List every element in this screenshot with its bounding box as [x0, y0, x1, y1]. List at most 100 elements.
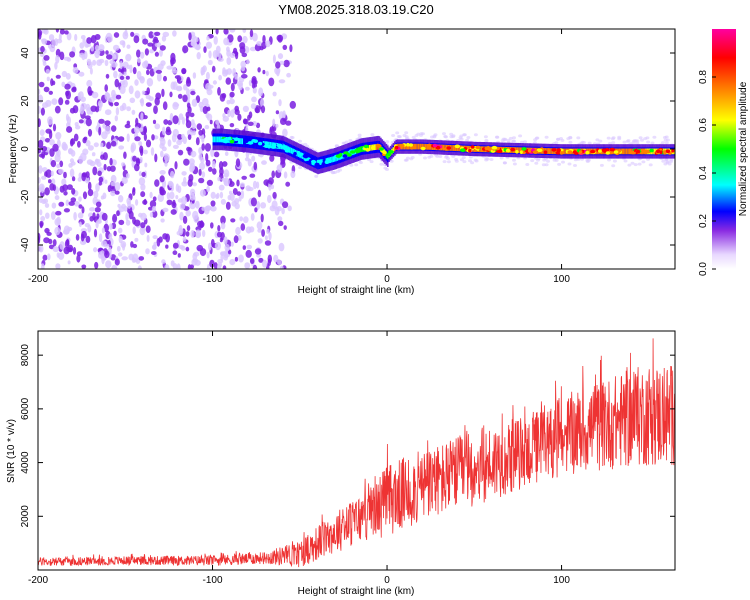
snr-frame	[37, 330, 676, 571]
noise-speckle	[121, 176, 128, 185]
noise-speckle	[73, 201, 80, 207]
noise-speckle	[236, 179, 240, 187]
noise-speckle	[222, 69, 228, 77]
ridge-peak	[219, 138, 226, 143]
noise-speckle	[77, 212, 84, 219]
noise-speckle	[46, 76, 50, 82]
ridge-center	[212, 136, 215, 143]
noise-speckle	[104, 59, 109, 67]
noise-speckle	[224, 172, 229, 178]
noise-speckle	[257, 238, 263, 244]
noise-speckle	[207, 59, 213, 66]
ridge-center	[543, 148, 545, 154]
ridge-center	[240, 138, 242, 145]
noise-speckle	[153, 105, 158, 115]
noise-speckle	[281, 207, 285, 215]
ridge-halo	[635, 141, 640, 145]
noise-speckle	[38, 29, 43, 37]
noise-speckle	[239, 216, 244, 222]
noise-speckle	[101, 212, 108, 221]
ridge-peak	[276, 143, 282, 148]
ridge-halo	[627, 163, 632, 167]
noise-speckle	[118, 219, 125, 226]
ridge-halo	[348, 139, 353, 142]
noise-speckle	[64, 30, 69, 35]
noise-speckle	[87, 224, 92, 233]
noise-speckle	[161, 35, 167, 42]
noise-speckle	[238, 195, 242, 202]
noise-speckle	[123, 151, 127, 159]
noise-speckle	[183, 158, 190, 166]
ridge-peak	[505, 148, 511, 153]
noise-speckle	[170, 81, 176, 90]
colorbar-label: Normalized spectral amplitude	[738, 81, 749, 216]
noise-speckle	[39, 129, 45, 137]
noise-speckle	[172, 101, 179, 110]
noise-speckle	[195, 200, 200, 209]
noise-speckle	[39, 209, 43, 216]
ridge-halo	[652, 135, 657, 139]
ridge-peak	[324, 160, 329, 164]
noise-speckle	[172, 263, 178, 269]
noise-speckle	[235, 158, 241, 168]
noise-speckle	[218, 74, 223, 81]
noise-speckle	[223, 29, 229, 35]
noise-speckle	[139, 76, 145, 84]
ridge-peak	[234, 137, 239, 142]
noise-speckle	[56, 216, 61, 225]
noise-speckle	[227, 249, 232, 255]
noise-speckle	[160, 150, 164, 158]
noise-speckle	[38, 118, 41, 128]
noise-speckle	[256, 181, 260, 189]
noise-speckle	[134, 90, 141, 99]
spectrogram-ylabel: Frequency (Hz)	[8, 115, 19, 184]
noise-speckle	[198, 153, 203, 161]
noise-speckle	[210, 222, 214, 229]
noise-speckle	[212, 168, 217, 175]
ridge-center	[293, 149, 296, 155]
noise-speckle	[258, 257, 264, 263]
noise-speckle	[71, 188, 76, 195]
ridge-center	[268, 141, 270, 148]
noise-speckle	[55, 54, 60, 64]
noise-speckle	[114, 101, 119, 107]
noise-speckle	[155, 92, 162, 100]
noise-speckle	[66, 57, 72, 62]
noise-speckle	[260, 213, 264, 223]
noise-speckle	[121, 162, 126, 167]
ridge-peak	[371, 146, 376, 150]
noise-speckle	[132, 67, 137, 75]
ridge-halo	[544, 163, 549, 167]
noise-speckle	[182, 136, 187, 145]
noise-speckle	[245, 123, 249, 128]
noise-speckle	[52, 123, 57, 132]
noise-speckle	[283, 59, 290, 68]
ridge-center	[628, 148, 631, 155]
noise-speckle	[210, 200, 216, 207]
noise-speckle	[106, 166, 112, 172]
noise-speckle	[110, 140, 117, 147]
noise-speckle	[114, 258, 120, 266]
noise-speckle	[118, 145, 125, 150]
noise-speckle	[225, 201, 231, 210]
noise-speckle	[114, 78, 120, 88]
noise-speckle	[86, 159, 93, 165]
noise-speckle	[268, 177, 274, 185]
ridge-center	[241, 138, 244, 145]
noise-speckle	[234, 256, 238, 262]
noise-speckle	[110, 174, 117, 183]
noise-speckle	[230, 241, 234, 247]
noise-speckle	[115, 107, 120, 116]
noise-speckle	[262, 69, 266, 75]
ridge-peak	[556, 148, 561, 152]
noise-speckle	[200, 69, 206, 75]
noise-speckle	[250, 213, 255, 221]
ridge-halo	[554, 141, 559, 145]
noise-speckle	[138, 171, 142, 177]
ridge-center	[630, 148, 632, 155]
noise-speckle	[163, 75, 167, 82]
ridge-peak	[319, 159, 323, 164]
noise-speckle	[77, 92, 81, 101]
noise-speckle	[191, 98, 198, 107]
